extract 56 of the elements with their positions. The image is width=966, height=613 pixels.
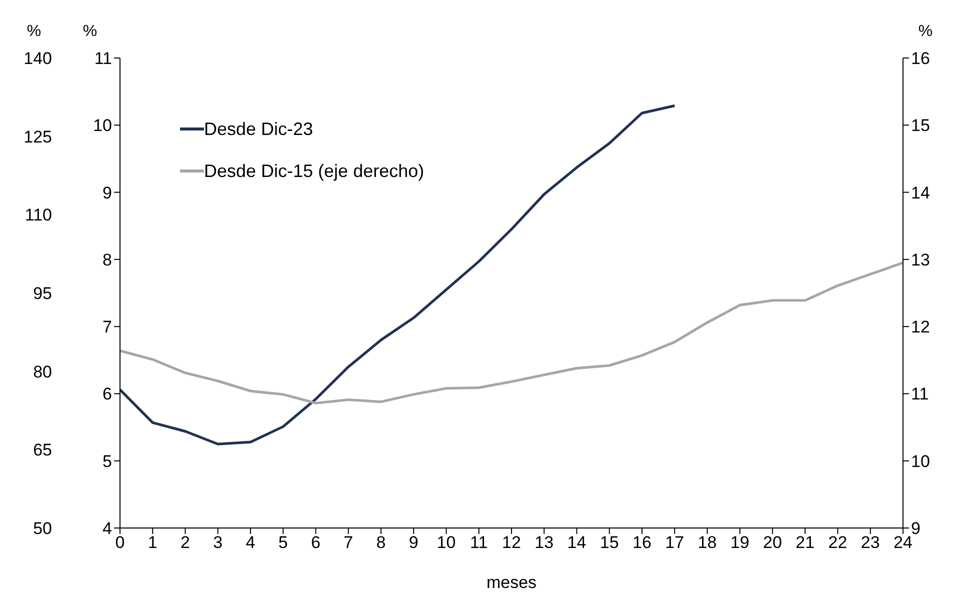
y2-tick-label: 15 (911, 116, 930, 136)
x-tick-label: 16 (632, 533, 652, 552)
y3-axis-title: % (26, 23, 42, 40)
x-tick-label: 9 (408, 533, 418, 552)
y-axis-title: % (82, 23, 98, 40)
x-tick-label: 13 (534, 533, 554, 552)
x-tick-label: 14 (567, 533, 586, 552)
y3-tick-label: 95 (33, 284, 52, 304)
x-tick-label: 17 (665, 533, 684, 552)
y3-tick-label: 50 (33, 519, 52, 538)
y2-tick-label: 11 (911, 384, 929, 404)
x-tick-label: 7 (344, 533, 354, 552)
x-tick-label: 24 (894, 533, 912, 552)
x-tick-label: 8 (376, 533, 386, 552)
y-tick-label: 10 (93, 116, 112, 136)
y3-tick-label: 140 (24, 49, 52, 68)
y-tick-label: 7 (102, 318, 112, 337)
x-tick-label: 0 (115, 533, 125, 552)
x-tick-label: 12 (502, 533, 521, 552)
x-tick-label: 1 (148, 533, 158, 552)
x-tick-label: 4 (246, 533, 256, 552)
y2-tick-label: 16 (911, 49, 930, 68)
y3-tick-label: 80 (33, 362, 52, 382)
x-tick-label: 2 (180, 533, 190, 552)
legend-label: Desde Dic-15 (eje derecho) (204, 160, 424, 182)
y2-tick-label: 10 (911, 452, 930, 471)
x-tick-label: 5 (278, 533, 288, 552)
y3-tick-label: 125 (24, 127, 52, 146)
y3-tick-label: 110 (24, 206, 52, 225)
y-tick-label: 6 (102, 384, 112, 404)
y3-tick-label: 65 (33, 440, 52, 460)
y-tick-label: 4 (102, 519, 112, 538)
line-series (120, 104, 676, 446)
x-tick-label: 19 (730, 533, 750, 552)
y2-axis-title: % (918, 23, 933, 40)
line-series (120, 261, 903, 404)
x-tick-label: 11 (470, 533, 488, 552)
y-tick-label: 8 (102, 250, 112, 270)
y2-tick-label: 13 (911, 250, 930, 270)
x-tick-label: 10 (436, 533, 456, 552)
y-tick-label: 11 (94, 49, 112, 68)
y-tick-label: 9 (102, 183, 112, 202)
x-tick-label: 21 (796, 533, 815, 552)
y2-tick-label: 14 (911, 183, 930, 202)
x-tick-label: 20 (763, 533, 782, 552)
x-tick-label: 18 (698, 533, 717, 552)
x-tick-label: 23 (860, 533, 880, 552)
x-tick-label: 22 (828, 533, 848, 552)
y2-tick-label: 12 (911, 318, 930, 337)
x-tick-label: 3 (213, 533, 223, 552)
legend-label: Desde Dic-23 (204, 118, 314, 140)
y2-tick-label: 9 (911, 519, 920, 538)
x-tick-label: 6 (311, 533, 320, 552)
x-axis-title: meses (486, 573, 537, 592)
x-tick-label: 15 (600, 533, 619, 552)
y-tick-label: 5 (102, 452, 112, 471)
